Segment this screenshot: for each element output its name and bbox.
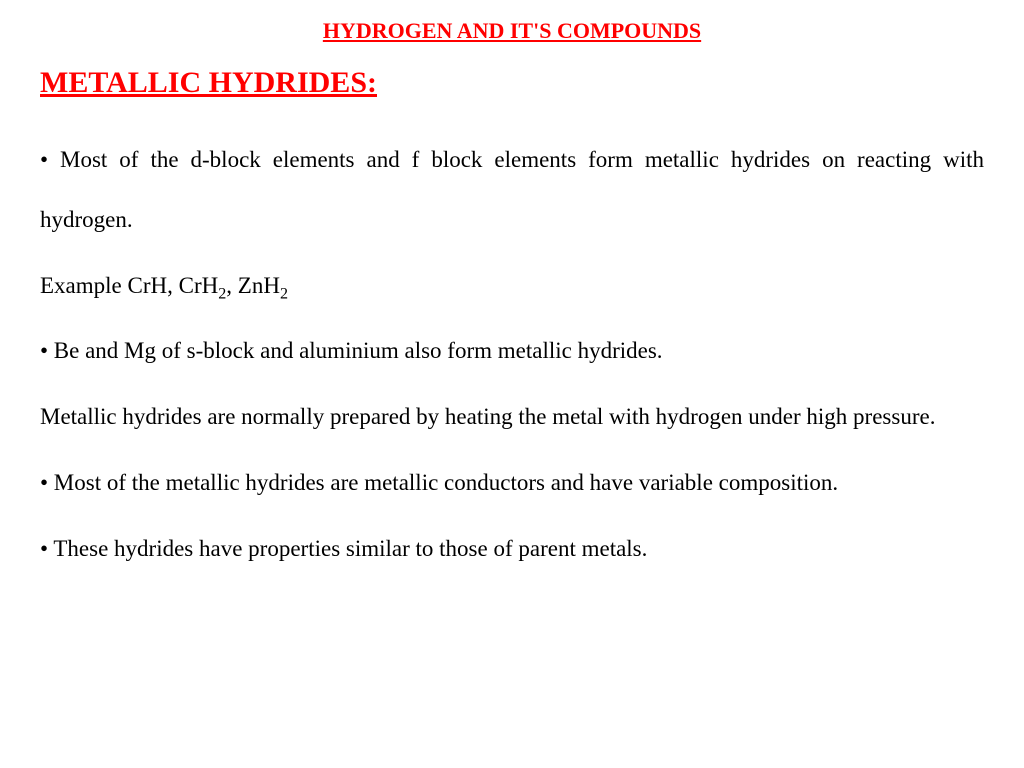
page-title: HYDROGEN AND IT'S COMPOUNDS (40, 18, 984, 44)
paragraph-4: • Most of the metallic hydrides are meta… (40, 453, 984, 513)
paragraph-3: Metallic hydrides are normally prepared … (40, 387, 984, 447)
paragraph-5: • These hydrides have properties similar… (40, 519, 984, 579)
subscript-2: 2 (280, 285, 288, 302)
example-text-2: , ZnH (226, 273, 280, 298)
section-heading: METALLIC HYDRIDES: (40, 66, 984, 100)
example-text-1: Example CrH, CrH (40, 273, 218, 298)
example-line: Example CrH, CrH2, ZnH2 (40, 256, 984, 316)
paragraph-2: • Be and Mg of s-block and aluminium als… (40, 321, 984, 381)
paragraph-1: • Most of the d-block elements and f blo… (40, 130, 984, 250)
